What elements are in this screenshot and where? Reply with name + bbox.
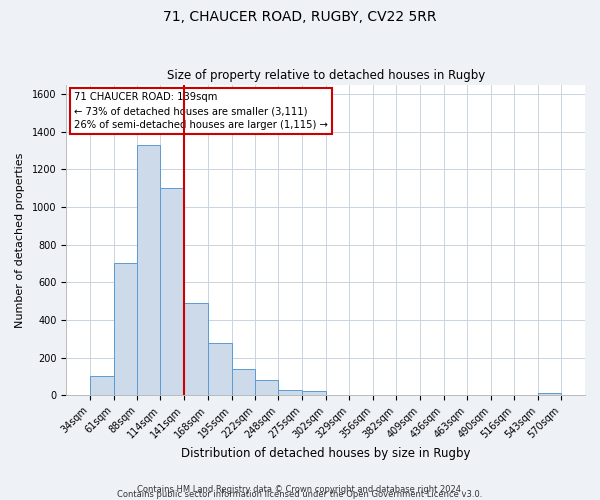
Text: Contains HM Land Registry data © Crown copyright and database right 2024.: Contains HM Land Registry data © Crown c… — [137, 484, 463, 494]
Text: Contains public sector information licensed under the Open Government Licence v3: Contains public sector information licen… — [118, 490, 482, 499]
X-axis label: Distribution of detached houses by size in Rugby: Distribution of detached houses by size … — [181, 447, 470, 460]
Bar — [278, 390, 302, 396]
Text: 71, CHAUCER ROAD, RUGBY, CV22 5RR: 71, CHAUCER ROAD, RUGBY, CV22 5RR — [163, 10, 437, 24]
Bar — [208, 342, 232, 396]
Bar — [232, 369, 255, 396]
Bar — [538, 394, 562, 396]
Y-axis label: Number of detached properties: Number of detached properties — [15, 152, 25, 328]
Bar — [90, 376, 113, 396]
Bar — [255, 380, 278, 396]
Bar — [184, 303, 208, 396]
Bar — [302, 390, 326, 396]
Bar — [113, 264, 137, 396]
Text: 71 CHAUCER ROAD: 139sqm
← 73% of detached houses are smaller (3,111)
26% of semi: 71 CHAUCER ROAD: 139sqm ← 73% of detache… — [74, 92, 328, 130]
Bar — [137, 145, 160, 396]
Bar — [160, 188, 184, 396]
Title: Size of property relative to detached houses in Rugby: Size of property relative to detached ho… — [167, 69, 485, 82]
